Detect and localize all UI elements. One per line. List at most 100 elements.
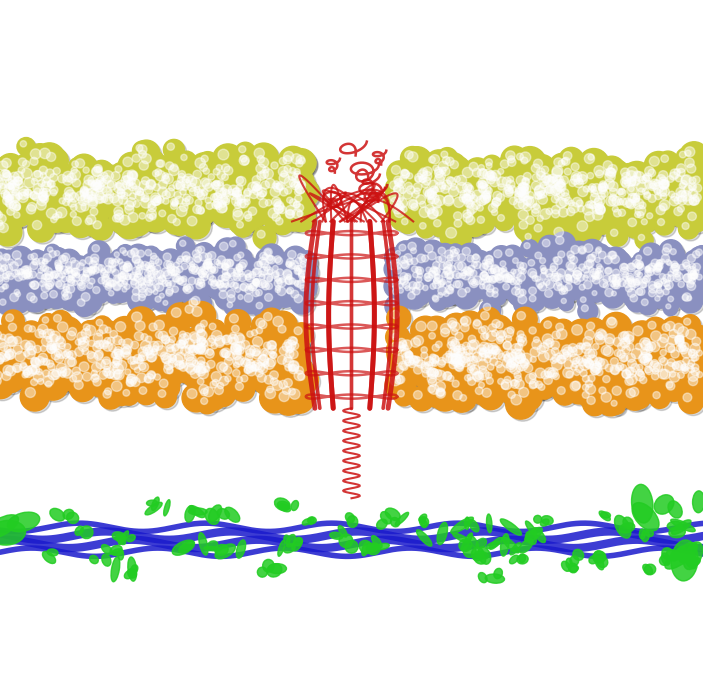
Circle shape	[641, 340, 663, 361]
Circle shape	[191, 168, 215, 192]
Circle shape	[498, 379, 504, 385]
Circle shape	[472, 372, 482, 381]
Circle shape	[145, 264, 167, 286]
Circle shape	[289, 278, 295, 284]
Circle shape	[110, 334, 137, 359]
Circle shape	[216, 188, 226, 198]
Circle shape	[622, 178, 628, 183]
Circle shape	[34, 143, 65, 173]
Circle shape	[510, 368, 531, 388]
Circle shape	[615, 259, 640, 283]
Circle shape	[565, 274, 572, 280]
Circle shape	[658, 179, 681, 202]
Circle shape	[691, 197, 699, 205]
Circle shape	[643, 365, 664, 385]
Circle shape	[457, 354, 486, 383]
Ellipse shape	[475, 552, 489, 559]
Circle shape	[689, 172, 703, 194]
Circle shape	[25, 251, 41, 267]
Circle shape	[187, 389, 197, 399]
Circle shape	[519, 192, 543, 217]
Circle shape	[557, 179, 565, 187]
Circle shape	[527, 345, 555, 372]
Ellipse shape	[111, 557, 120, 582]
Circle shape	[572, 216, 602, 246]
Circle shape	[64, 275, 84, 295]
Circle shape	[94, 183, 101, 189]
Circle shape	[238, 280, 263, 304]
Circle shape	[153, 264, 172, 283]
Circle shape	[29, 257, 45, 272]
Circle shape	[169, 215, 190, 235]
Circle shape	[624, 197, 648, 221]
Circle shape	[51, 166, 72, 186]
Circle shape	[622, 370, 631, 379]
Circle shape	[230, 266, 250, 286]
Circle shape	[525, 343, 553, 370]
Circle shape	[71, 167, 77, 174]
Circle shape	[189, 188, 198, 196]
Circle shape	[141, 283, 146, 289]
Circle shape	[403, 181, 425, 202]
Circle shape	[1, 275, 16, 289]
Circle shape	[143, 264, 149, 270]
Circle shape	[167, 351, 186, 370]
Circle shape	[110, 354, 136, 380]
Circle shape	[534, 169, 560, 194]
Circle shape	[158, 390, 166, 397]
Circle shape	[22, 349, 40, 367]
Circle shape	[148, 263, 163, 277]
Circle shape	[428, 276, 452, 300]
Circle shape	[193, 279, 212, 298]
Circle shape	[638, 295, 657, 315]
Circle shape	[492, 361, 517, 385]
Circle shape	[84, 271, 90, 277]
Circle shape	[191, 185, 214, 208]
Circle shape	[126, 176, 148, 197]
Circle shape	[273, 255, 292, 274]
Circle shape	[89, 371, 107, 388]
Circle shape	[181, 281, 199, 299]
Circle shape	[430, 354, 439, 364]
Circle shape	[90, 346, 115, 370]
Circle shape	[67, 208, 85, 226]
Circle shape	[599, 181, 607, 188]
Circle shape	[600, 190, 608, 197]
Circle shape	[427, 155, 446, 174]
Circle shape	[208, 327, 238, 356]
Circle shape	[645, 270, 652, 277]
Circle shape	[254, 258, 270, 274]
Circle shape	[561, 288, 568, 294]
Circle shape	[459, 194, 467, 202]
Circle shape	[694, 269, 699, 274]
Circle shape	[563, 196, 583, 216]
Circle shape	[446, 228, 456, 238]
Circle shape	[192, 341, 221, 370]
Circle shape	[197, 394, 217, 414]
Circle shape	[16, 268, 34, 285]
Circle shape	[266, 348, 283, 365]
Circle shape	[584, 170, 602, 188]
Circle shape	[593, 326, 620, 353]
Circle shape	[589, 273, 610, 293]
Circle shape	[53, 250, 69, 265]
Circle shape	[247, 331, 276, 361]
Circle shape	[611, 366, 619, 374]
Circle shape	[546, 280, 555, 289]
Circle shape	[552, 275, 569, 292]
Circle shape	[91, 181, 99, 190]
Circle shape	[115, 257, 129, 271]
Circle shape	[558, 208, 568, 217]
Circle shape	[551, 225, 579, 252]
Circle shape	[662, 359, 692, 389]
Circle shape	[420, 268, 444, 293]
Circle shape	[136, 145, 143, 152]
Circle shape	[20, 264, 41, 284]
Circle shape	[571, 268, 595, 293]
Circle shape	[458, 321, 483, 345]
Circle shape	[400, 188, 406, 194]
Circle shape	[529, 287, 536, 295]
Circle shape	[100, 340, 109, 349]
Circle shape	[183, 253, 202, 273]
Circle shape	[438, 161, 449, 171]
